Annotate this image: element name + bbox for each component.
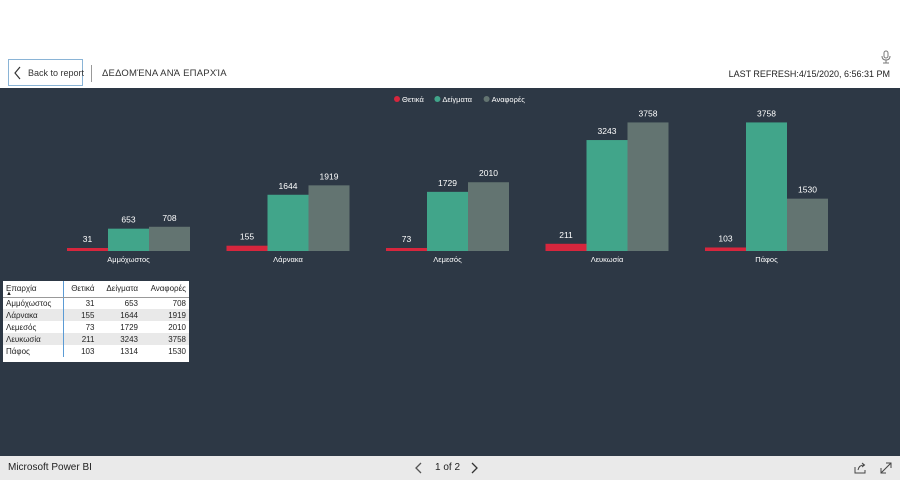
column-header-province[interactable]: Επαρχία ▲ — [3, 281, 64, 298]
cell-province: Λάρνακα — [3, 309, 64, 321]
column-header-samples[interactable]: Δείγματα — [97, 281, 141, 298]
data-label: 1530 — [798, 185, 817, 195]
next-page-icon[interactable] — [468, 461, 480, 475]
x-tick-label: Πάφος — [755, 255, 778, 264]
report-footer: Microsoft Power BI 1 of 2 — [0, 456, 900, 480]
cell-samples: 653 — [124, 298, 138, 308]
cell-samples: 1644 — [97, 309, 141, 321]
legend-marker — [434, 96, 441, 102]
cell-samples: 1314 — [120, 346, 138, 356]
column-header-reports[interactable]: Αναφορές — [141, 281, 189, 298]
data-label: 1644 — [279, 181, 298, 191]
x-tick-label: Αμμόχωστος — [107, 255, 150, 264]
back-button-label: Back to report — [28, 68, 85, 78]
data-label: 3758 — [757, 108, 776, 118]
report-header: Back to report ΔΕΔΟΜΈΝΑ ΑΝΆ ΕΠΑΡΧΊΑ LAST… — [0, 0, 900, 88]
cell-reports: 1530 — [168, 346, 186, 356]
data-label: 3243 — [598, 126, 617, 136]
cell-positive: 211 — [63, 333, 98, 345]
legend-item[interactable]: Δείγματα — [434, 95, 473, 104]
clustered-column-chart[interactable]: Θετικά Δείγματα Αναφορές 31 653 708 Αμμόχωστος… — [0, 88, 900, 268]
data-label: 155 — [240, 232, 254, 242]
data-label: 2010 — [479, 168, 498, 178]
legend-label: Δείγματα — [442, 95, 472, 104]
data-label: 653 — [121, 215, 135, 225]
bar — [705, 247, 746, 251]
legend-item[interactable]: Αναφορές — [483, 95, 526, 104]
cell-positive: 155 — [63, 309, 98, 321]
cell-positive: 103 — [81, 346, 95, 356]
cell-reports: 2010 — [168, 322, 186, 332]
bar — [627, 122, 669, 251]
x-tick-label: Λεμεσός — [433, 255, 462, 264]
table-row: Πάφος 103 1314 1530 — [3, 345, 189, 357]
cell-reports: 3758 — [141, 333, 189, 345]
fullscreen-icon[interactable] — [879, 461, 893, 475]
report-canvas: Θετικά Δείγματα Αναφορές 31 653 708 Αμμόχωστος… — [0, 88, 900, 456]
cell-province: Λεμεσός — [3, 321, 64, 333]
data-label: 103 — [718, 233, 732, 243]
cell-province: Αμμόχωστος — [3, 297, 64, 309]
data-label: 3758 — [639, 108, 658, 118]
cell-positive: 73 — [85, 322, 95, 332]
bar — [226, 245, 268, 251]
cell-reports: 1919 — [141, 309, 189, 321]
bar — [468, 182, 509, 251]
bar — [149, 226, 190, 251]
column-header-positive[interactable]: Θετικά — [63, 281, 98, 298]
back-to-report-button[interactable]: Back to report — [8, 59, 85, 86]
table-header-row: Επαρχία ▲ Θετικά Δείγματα Αναφορές — [3, 281, 189, 298]
cell-province: Λευκωσία — [3, 333, 64, 345]
bar — [108, 228, 149, 251]
data-label: 211 — [559, 230, 573, 240]
x-tick-label: Λάρνακα — [273, 255, 303, 264]
data-label: 73 — [402, 234, 412, 244]
cell-samples: 1729 — [120, 322, 138, 332]
table-row: Λευκωσία 211 3243 3758 — [3, 333, 189, 345]
table-row: Αμμόχωστος 31 653 708 — [3, 297, 189, 309]
legend-label: Θετικά — [402, 95, 424, 104]
bar — [787, 198, 828, 251]
bar — [386, 248, 427, 251]
previous-page-icon[interactable] — [413, 461, 425, 475]
cell-reports: 708 — [172, 298, 186, 308]
microphone-icon[interactable] — [880, 50, 892, 64]
cell-samples: 3243 — [97, 333, 141, 345]
bar — [746, 122, 787, 251]
bar — [67, 248, 108, 251]
bar — [586, 140, 628, 251]
bar — [545, 243, 587, 251]
chevron-left-icon — [14, 66, 21, 80]
data-table[interactable]: Επαρχία ▲ Θετικά Δείγματα Αναφορές Αμμόχω… — [3, 281, 189, 362]
last-refresh-text: LAST REFRESH:4/15/2020, 6:56:31 PM — [728, 69, 890, 79]
data-label: 708 — [162, 213, 176, 223]
chart-legend: Θετικά Δείγματα Αναφορές — [394, 95, 525, 104]
legend-marker — [394, 96, 400, 102]
table-row: Λεμεσός 73 1729 2010 — [3, 321, 189, 333]
bar — [308, 185, 350, 251]
data-label: 31 — [83, 234, 93, 244]
brand-label: Microsoft Power BI — [8, 462, 92, 473]
legend-label: Αναφορές — [492, 95, 526, 104]
legend-marker — [483, 96, 490, 102]
x-tick-label: Λευκωσία — [591, 255, 624, 264]
data-label: 1729 — [438, 178, 457, 188]
legend-item[interactable]: Θετικά — [394, 95, 424, 104]
bar — [427, 191, 468, 251]
cell-province: Πάφος — [3, 345, 64, 357]
cell-positive: 31 — [85, 298, 95, 308]
header-divider — [91, 65, 92, 82]
table-row: Λάρνακα 155 1644 1919 — [3, 309, 189, 321]
page-indicator: 1 of 2 — [435, 462, 461, 473]
data-label: 1919 — [320, 171, 339, 181]
share-icon[interactable] — [853, 461, 867, 475]
bar — [267, 194, 309, 251]
sort-ascending-icon: ▲ — [6, 290, 12, 297]
page-title: ΔΕΔΟΜΈΝΑ ΑΝΆ ΕΠΑΡΧΊΑ — [102, 68, 227, 79]
